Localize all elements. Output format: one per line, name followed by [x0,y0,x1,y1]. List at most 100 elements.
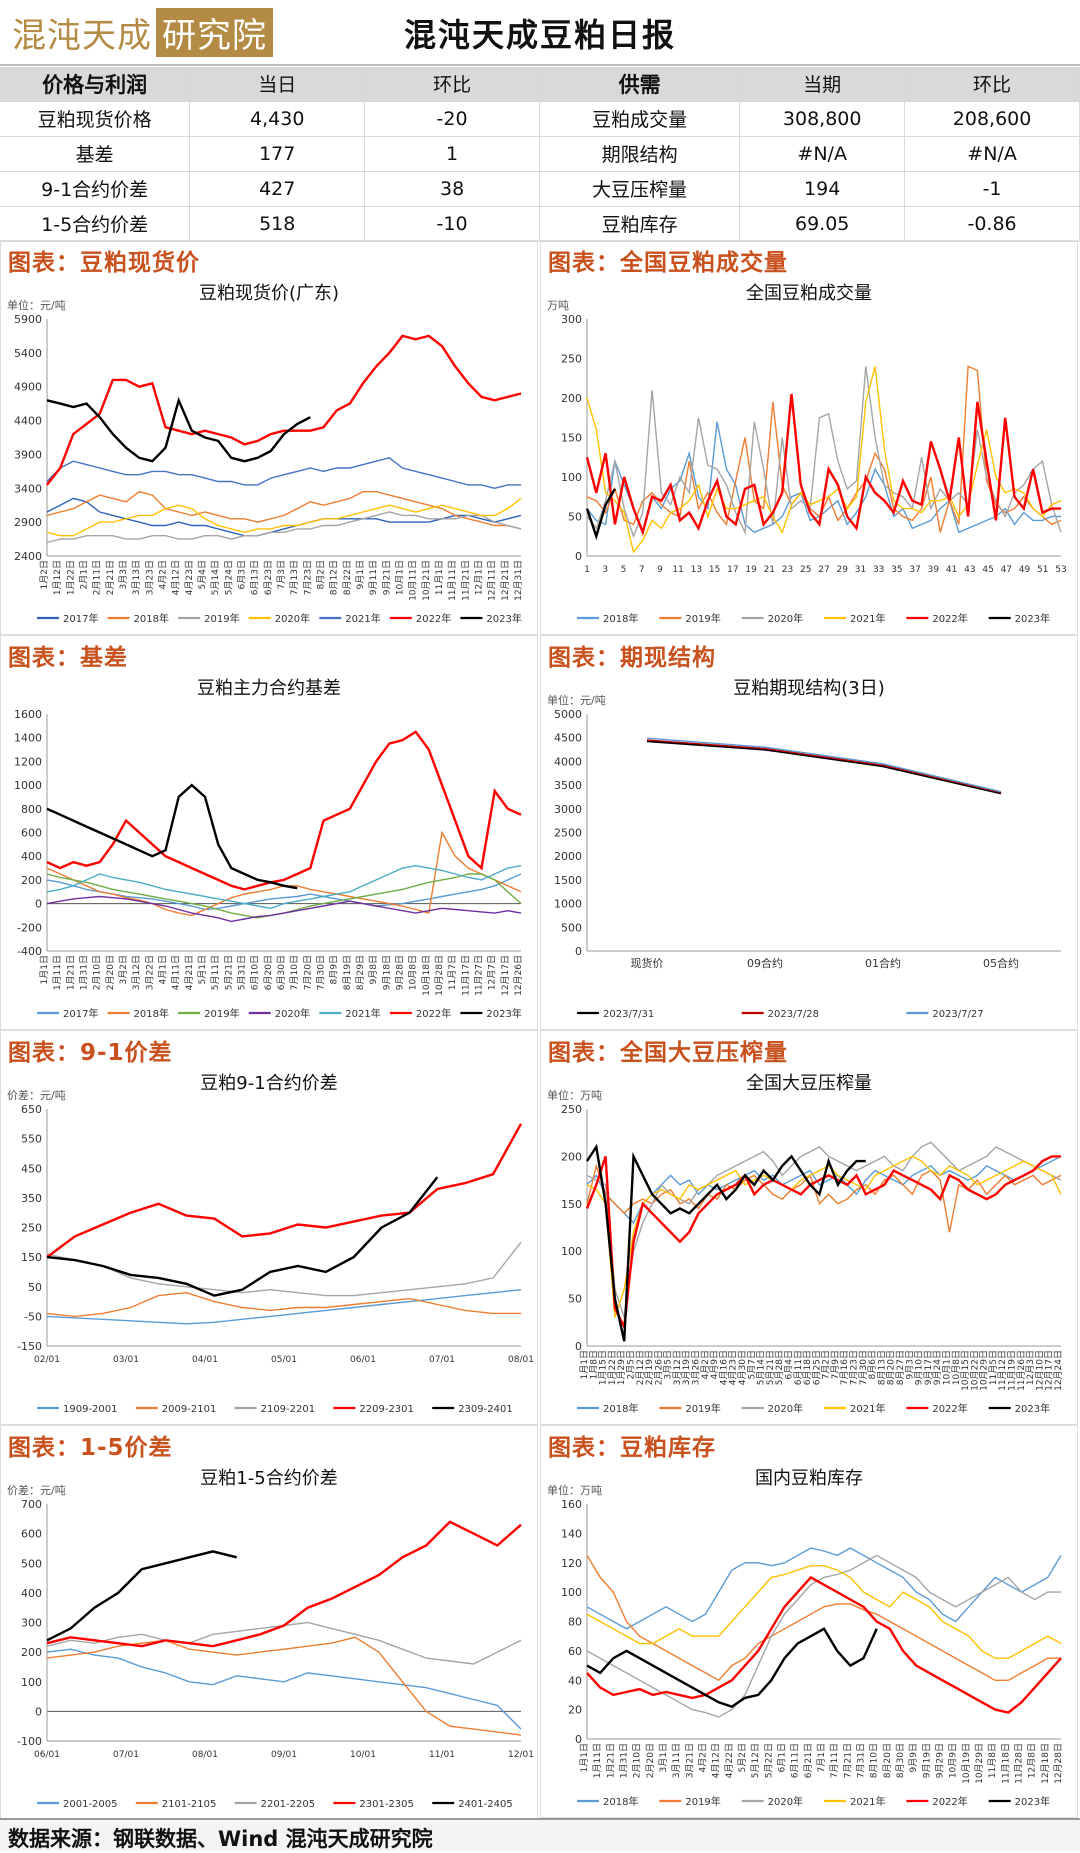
x-tick-label: 9月1日 [355,560,366,589]
x-tick-label: 12月10日 [1034,1350,1045,1391]
x-tick-label: 10/01 [350,1750,376,1760]
x-tick-label: 12月24日 [1053,1350,1064,1391]
series-line [46,497,522,537]
x-tick-label: 5月21日 [765,1350,776,1385]
y-tick-label: 140 [561,1527,582,1540]
y-tick-label: 80 [568,1616,582,1629]
x-tick-label: 10月18日 [421,955,432,996]
x-tick-label: 5月2日 [737,1743,748,1772]
y-tick-label: 200 [561,392,582,405]
supply-demand-table: 供需 当期 环比 豆粕成交量 308,800 208,600 期限结构 #N/A #N/A 大豆压… [540,67,1080,242]
x-tick-label: 43 [964,565,975,575]
logo-box: 研究院 [156,8,273,57]
panel-title: 图表：期现结构 [548,645,716,671]
x-tick-label: 9月18日 [381,955,392,990]
table-cell: 194 [739,171,906,207]
table-cell: 69.05 [739,206,906,242]
series-line [46,730,522,891]
table-header: 环比 [904,67,1080,102]
x-tick-label: 3月26日 [691,1350,702,1385]
x-tick-label: 8月10日 [869,1743,880,1778]
y-tick-label: 3900 [14,448,42,461]
x-tick-label: 12月8日 [1027,1743,1038,1778]
data-source-footer: 数据来源：钢联数据、Wind 混沌天成研究院 [0,1818,1080,1851]
y-tick-label: 4400 [14,415,42,428]
unit-label: 万吨 [547,299,569,312]
y-tick-label: 2900 [14,516,42,529]
x-tick-label: 21 [764,565,775,575]
table-cell: 38 [364,171,540,207]
x-tick-label: 6月20日 [263,955,274,990]
x-tick-label: 29 [837,565,849,575]
series-line [46,864,522,910]
x-tick-label: 4月2日 [700,1350,711,1379]
y-tick-label: 1200 [14,755,42,768]
x-tick-label: 8月19日 [342,955,353,990]
x-tick-label: 1月8日 [588,1350,599,1379]
table-header: 环比 [364,67,540,102]
x-tick-label: 11月26日 [1016,1350,1027,1391]
series-line [586,1627,878,1709]
x-tick-label: 12月11日 [487,560,498,601]
y-tick-label: 0 [35,1705,42,1718]
unit-label: 单位：万吨 [547,1088,602,1102]
series-line [586,1555,1061,1682]
x-tick-label: 5 [621,565,627,575]
legend-label: 2019年 [204,1007,239,1020]
legend-label: 2021年 [850,1795,885,1808]
unit-label: 价差：元/吨 [7,1088,66,1102]
x-tick-label: 10月9日 [948,1743,959,1778]
y-tick-label: 160 [561,1498,582,1511]
x-tick-label: 2月26日 [653,1350,664,1385]
y-tick-label: 250 [561,1103,582,1116]
x-tick-label: 2月19日 [644,1350,655,1385]
x-tick-label: 06/01 [350,1355,376,1365]
chart: 豆粕主力合约基差 1600 1400 1200 1000 800 600 400 200 0 -20… [14,678,524,1020]
table-header: 当期 [739,67,906,102]
series-line [46,334,522,486]
x-tick-label: 12月3日 [1025,1350,1036,1385]
x-tick-label: 3月2日 [118,955,129,984]
unit-label: 单位：元/吨 [7,298,66,312]
x-tick-label: 11 [672,565,683,575]
table-cell: -1 [904,171,1080,207]
y-tick-label: 800 [21,803,42,816]
x-tick-label: 6月3日 [237,560,248,589]
y-tick-label: -150 [17,1340,42,1353]
x-tick-label: 8月27日 [895,1350,906,1385]
x-tick-label: 19 [745,565,757,575]
panel-title: 图表：9-1价差 [8,1040,173,1066]
y-tick-label: -200 [17,921,42,934]
series-line [46,1241,522,1297]
panel-title: 图表：全国大豆压榨量 [548,1040,788,1066]
y-tick-label: 5000 [554,708,582,721]
x-tick-label: 3 [602,565,608,575]
series-line [46,396,311,463]
y-tick-label: 200 [21,874,42,887]
x-tick-label: 1月21日 [65,955,76,990]
x-tick-label: 6月1日 [777,1743,788,1772]
x-tick-label: 9 [657,565,663,575]
x-tick-label: 7月23日 [302,560,313,595]
table-row: 9-1合约价差 427 38 [0,171,540,207]
y-tick-label: 1000 [14,779,42,792]
series-line [46,1289,522,1325]
table-cell: 9-1合约价差 [0,171,191,207]
x-tick-label: 01合约 [865,956,901,970]
x-tick-label: 9月9日 [908,1743,919,1772]
y-tick-label: 3400 [14,482,42,495]
x-tick-label: 08/01 [508,1355,534,1365]
x-tick-label: 3月5日 [663,1350,674,1379]
legend-label: 2209-2301 [359,1404,414,1415]
x-tick-label: 33 [873,565,884,575]
x-tick-label: 5月12日 [750,1743,761,1778]
x-tick-label: 39 [928,565,940,575]
x-tick-label: 10月29日 [974,1743,985,1784]
chart-title: 豆粕1-5合约价差 [200,1468,337,1489]
x-tick-label: 12月31日 [513,560,524,601]
series-line [646,737,1002,793]
y-tick-label: 150 [561,432,582,445]
x-tick-label: 10月11日 [408,560,419,601]
y-tick-label: 50 [568,1293,582,1306]
x-tick-label: 35 [891,565,902,575]
